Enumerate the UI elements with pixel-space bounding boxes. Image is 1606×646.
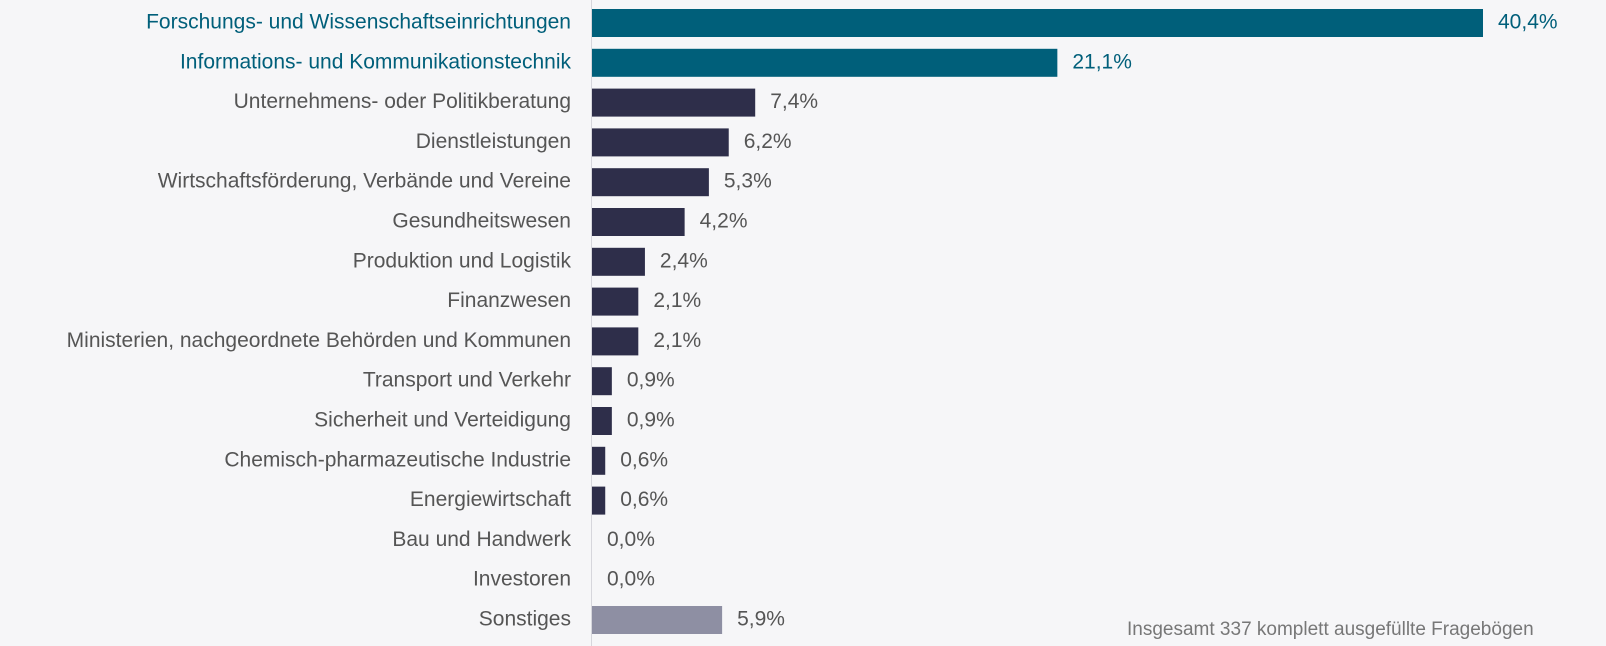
bar (592, 486, 606, 515)
value-label: 0,0% (607, 568, 655, 591)
category-label: Unternehmens- oder Politikberatung (234, 90, 571, 113)
category-label: Produktion und Logistik (353, 249, 572, 272)
bar (592, 208, 685, 236)
value-label: 0,0% (607, 528, 655, 551)
value-label: 2,4% (660, 249, 708, 272)
category-label: Forschungs- und Wissenschaftseinrichtung… (146, 11, 571, 34)
category-label: Transport und Verkehr (363, 369, 571, 392)
category-label: Gesundheitswesen (392, 210, 571, 233)
category-label: Sonstiges (479, 608, 571, 631)
bar (592, 606, 723, 634)
value-label: 21,1% (1072, 50, 1132, 73)
value-label: 6,2% (744, 130, 792, 153)
category-label: Informations- und Kommunikationstechnik (180, 50, 572, 73)
category-label: Ministerien, nachgeordnete Behörden und … (67, 329, 571, 352)
value-label: 0,6% (620, 448, 668, 471)
bar (592, 446, 606, 475)
bar (592, 287, 639, 316)
bar (592, 48, 1058, 77)
bar (592, 168, 709, 197)
value-label: 7,4% (770, 90, 818, 113)
bar (592, 247, 645, 276)
bar (592, 407, 612, 435)
bar (592, 9, 1483, 37)
category-label: Wirtschaftsförderung, Verbände und Verei… (158, 170, 571, 193)
value-label: 5,3% (724, 170, 772, 193)
category-label: Chemisch-pharmazeutische Industrie (224, 448, 571, 471)
category-label: Finanzwesen (447, 289, 571, 312)
category-label: Energiewirtschaft (410, 488, 571, 511)
value-label: 0,9% (627, 369, 675, 392)
bar (592, 367, 612, 396)
value-label: 40,4% (1498, 11, 1558, 34)
bar (592, 327, 639, 356)
category-label: Sicherheit und Verteidigung (314, 409, 571, 432)
value-label: 2,1% (653, 329, 701, 352)
value-label: 2,1% (653, 289, 701, 312)
value-label: 0,6% (620, 488, 668, 511)
category-label: Dienstleistungen (416, 130, 571, 153)
bar (592, 128, 729, 157)
value-label: 5,9% (737, 608, 785, 631)
value-label: 4,2% (700, 210, 748, 233)
bar (592, 88, 756, 117)
category-label: Investoren (473, 568, 571, 591)
footnote: Insgesamt 337 komplett ausgefüllte Frage… (1127, 619, 1534, 640)
value-label: 0,9% (627, 409, 675, 432)
category-label: Bau und Handwerk (392, 528, 571, 551)
